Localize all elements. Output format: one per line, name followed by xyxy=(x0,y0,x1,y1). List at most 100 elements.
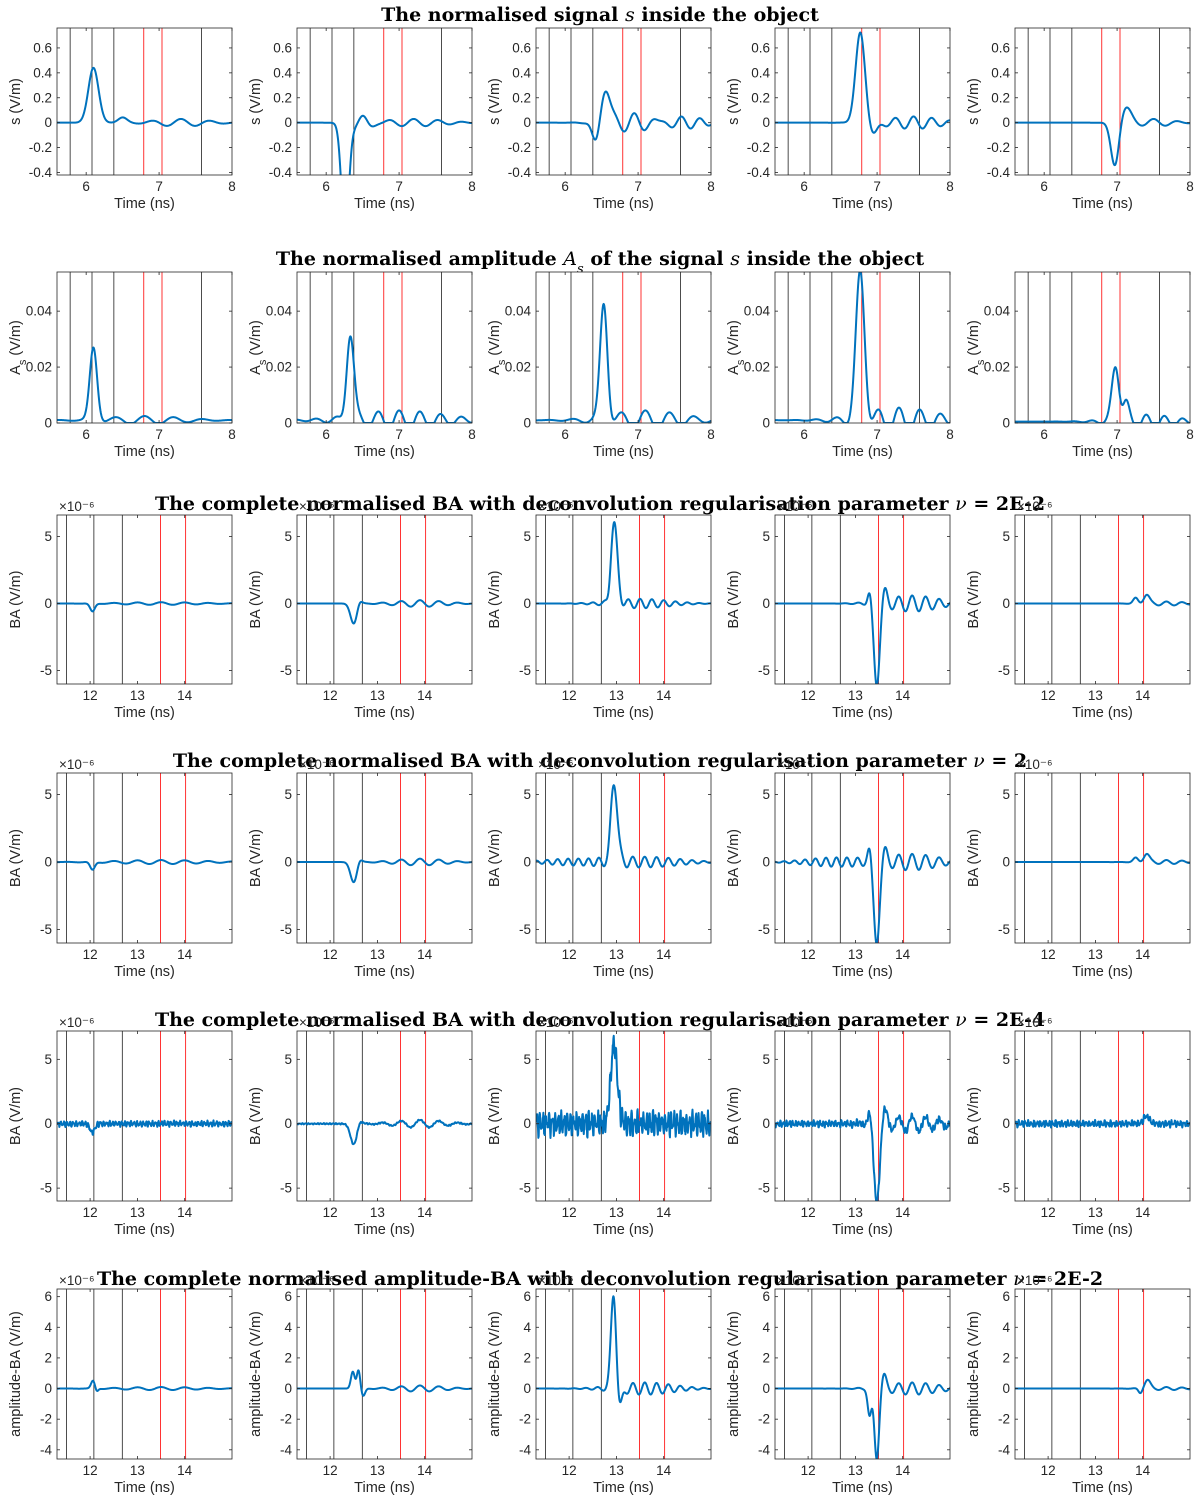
x-tick-label: 12 xyxy=(83,1205,98,1220)
x-tick-label: 12 xyxy=(562,947,577,962)
panel-r6-c2: 12 13 14 -4 -2 0 2 4 6 ×10⁻⁶ Time (ns) amplitude-BA… xyxy=(248,1273,473,1496)
y-tick-label: -5 xyxy=(519,1181,531,1196)
x-tick-label: 8 xyxy=(946,427,954,442)
x-tick-label: 13 xyxy=(1088,1463,1103,1478)
plot-area xyxy=(57,773,232,943)
x-tick-label: 6 xyxy=(1040,179,1048,194)
y-tick-label: 0.6 xyxy=(273,40,292,55)
y-axis-label-main: BA (V/m) xyxy=(8,1087,24,1145)
y-exponent-label: ×10⁻⁶ xyxy=(59,1273,95,1288)
y-axis-label-main: amplitude-BA (V/m) xyxy=(8,1311,24,1437)
y-axis-label-unit: (V/m) xyxy=(8,320,24,359)
y-exponent-label: ×10⁻⁶ xyxy=(299,757,335,772)
y-tick-label: -0.4 xyxy=(747,165,771,180)
panel-r4-c5: 12 13 14 -5 0 5 ×10⁻⁶ Time (ns) BA (V/m) xyxy=(966,757,1191,980)
y-tick-label: 5 xyxy=(1002,787,1010,802)
series-line xyxy=(57,859,232,871)
x-axis-label: Time (ns) xyxy=(832,705,893,721)
y-tick-label: 6 xyxy=(762,1289,770,1304)
series-line xyxy=(775,1372,950,1459)
axes-box xyxy=(1014,772,1191,944)
x-tick-label: 13 xyxy=(370,1205,385,1220)
y-tick-label: 0 xyxy=(284,596,292,611)
panel-r6-c3: 12 13 14 -4 -2 0 2 4 6 ×10⁻⁶ Time (ns) amplitude-BA… xyxy=(487,1273,712,1496)
y-axis-label: amplitude-BA (V/m) xyxy=(966,1311,982,1437)
series-line xyxy=(775,31,950,134)
y-tick-label: 6 xyxy=(523,1289,531,1304)
y-axis-label: BA (V/m) xyxy=(248,829,264,887)
y-tick-label: -5 xyxy=(758,922,770,937)
y-tick-label: -5 xyxy=(40,1181,52,1196)
y-exponent-label: ×10⁻⁶ xyxy=(59,1015,95,1030)
y-axis-label-sub: s xyxy=(17,359,29,365)
y-exponent-label: ×10⁻⁶ xyxy=(1017,499,1053,514)
plot-area xyxy=(57,272,232,423)
y-axis-label-sub: s xyxy=(975,359,987,365)
y-tick-label: 4 xyxy=(523,1320,531,1335)
y-axis-label-main: s (V/m) xyxy=(966,78,982,125)
series-line xyxy=(57,66,232,127)
y-tick-label: 0 xyxy=(284,115,292,130)
y-tick-label: -0.2 xyxy=(269,140,292,155)
axes-box xyxy=(56,27,233,176)
x-tick-label: 6 xyxy=(561,427,569,442)
plot-area xyxy=(536,515,711,684)
y-tick-label: 2 xyxy=(44,1350,52,1365)
y-axis-label-main: BA (V/m) xyxy=(8,570,24,628)
row-title-part: The complete normalised BA with deconvol… xyxy=(173,750,973,772)
x-tick-label: 13 xyxy=(609,688,624,703)
panel-r4-c1: 12 13 14 -5 0 5 ×10⁻⁶ Time (ns) BA (V/m) xyxy=(8,757,233,980)
y-tick-label: 4 xyxy=(284,1320,292,1335)
plot-area xyxy=(1015,773,1190,943)
x-tick-label: 8 xyxy=(228,179,236,194)
x-axis-label: Time (ns) xyxy=(593,705,654,721)
y-exponent-label: ×10⁻⁶ xyxy=(299,1015,335,1030)
y-tick-label: -4 xyxy=(758,1442,770,1457)
axes-box xyxy=(296,1288,473,1460)
y-axis-label-unit: (V/m) xyxy=(726,320,742,359)
plot-area xyxy=(297,272,472,423)
x-tick-label: 12 xyxy=(562,1205,577,1220)
row-title: The complete normalised BA with deconvol… xyxy=(155,493,1045,515)
y-tick-label: -5 xyxy=(280,1181,292,1196)
y-tick-label: 0 xyxy=(762,596,770,611)
x-tick-label: 13 xyxy=(1088,947,1103,962)
y-axis-label-main: A xyxy=(487,365,503,375)
x-tick-label: 13 xyxy=(130,947,145,962)
y-tick-label: -5 xyxy=(758,1181,770,1196)
x-tick-label: 8 xyxy=(1186,427,1194,442)
series-line xyxy=(297,1118,472,1146)
y-tick-label: 0 xyxy=(762,855,770,870)
y-axis-label-main: amplitude-BA (V/m) xyxy=(248,1311,264,1437)
y-axis-label-main: BA (V/m) xyxy=(487,570,503,628)
x-tick-label: 14 xyxy=(417,1463,433,1478)
x-axis-label: Time (ns) xyxy=(354,1480,415,1496)
x-axis-label: Time (ns) xyxy=(832,196,893,212)
y-axis-label-sub: s xyxy=(735,359,747,365)
y-axis-label-main: BA (V/m) xyxy=(966,570,982,628)
x-tick-label: 6 xyxy=(561,179,569,194)
x-tick-label: 14 xyxy=(895,1463,911,1478)
y-tick-label: 5 xyxy=(762,787,770,802)
row-title-part: ν xyxy=(955,1009,967,1031)
y-exponent-label: ×10⁻⁶ xyxy=(538,757,574,772)
x-axis-label: Time (ns) xyxy=(114,1222,175,1238)
series-line xyxy=(297,857,472,884)
row-title-part: ν xyxy=(955,493,967,515)
y-tick-label: 0.4 xyxy=(273,65,292,80)
panel-r3-c1: 12 13 14 -5 0 5 ×10⁻⁶ Time (ns) BA (V/m) xyxy=(8,499,233,721)
x-axis-label: Time (ns) xyxy=(114,1480,175,1496)
y-axis-label: s (V/m) xyxy=(487,78,503,125)
panel-r3-c5: 12 13 14 -5 0 5 ×10⁻⁶ Time (ns) BA (V/m) xyxy=(966,499,1191,721)
y-tick-label: 5 xyxy=(284,1052,292,1067)
row-title: The complete normalised amplitude-BA wit… xyxy=(97,1268,1103,1290)
axes-box xyxy=(774,1288,951,1460)
y-axis-label: BA (V/m) xyxy=(966,1087,982,1145)
y-tick-label: -0.4 xyxy=(508,165,532,180)
y-tick-label: -5 xyxy=(40,922,52,937)
y-axis-label-main: amplitude-BA (V/m) xyxy=(966,1311,982,1437)
panel-r5-c5: 12 13 14 -5 0 5 ×10⁻⁶ Time (ns) BA (V/m) xyxy=(966,1015,1191,1238)
x-axis-label: Time (ns) xyxy=(832,964,893,980)
y-tick-label: 5 xyxy=(1002,529,1010,544)
y-axis-label: BA (V/m) xyxy=(966,829,982,887)
